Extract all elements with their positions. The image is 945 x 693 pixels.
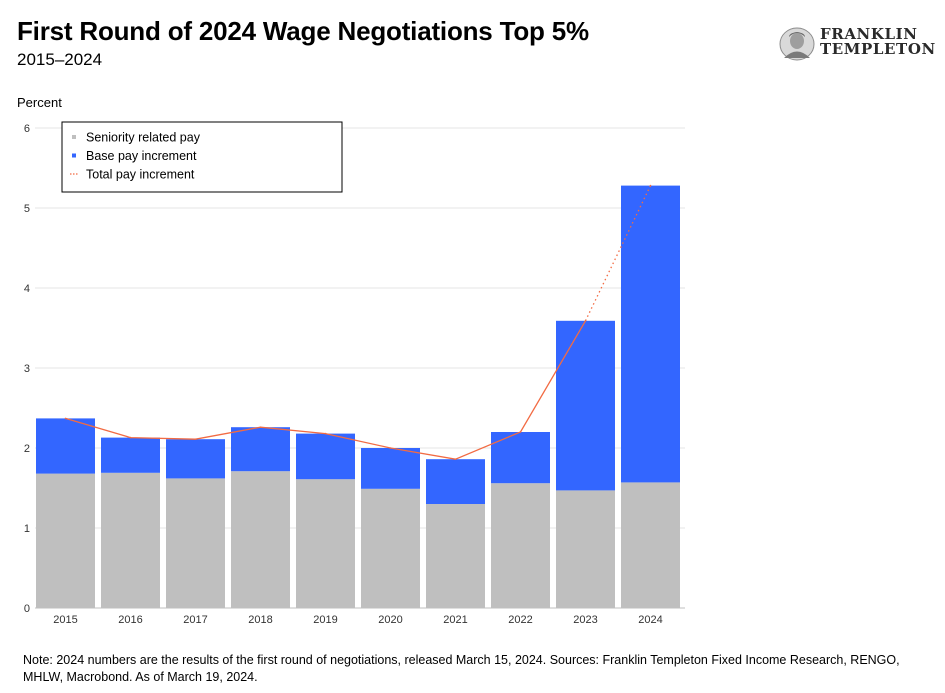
bar-base-pay-2015 xyxy=(36,418,95,474)
bar-seniority-2021 xyxy=(426,504,485,608)
x-tick-label: 2024 xyxy=(638,614,662,626)
total-pay-point-2015 xyxy=(64,417,67,420)
bar-seniority-2023 xyxy=(556,490,615,608)
x-tick-label: 2015 xyxy=(53,614,77,626)
bar-seniority-2024 xyxy=(621,482,680,608)
y-tick-label: 1 xyxy=(24,523,30,535)
legend-seniority-label: Seniority related pay xyxy=(86,131,201,145)
bar-base-pay-2019 xyxy=(296,433,355,480)
x-tick-label: 2016 xyxy=(118,614,142,626)
legend-base-pay-swatch xyxy=(72,153,76,158)
bar-base-pay-2020 xyxy=(361,448,420,489)
total-pay-point-2016 xyxy=(129,436,132,439)
x-tick-label: 2023 xyxy=(573,614,597,626)
y-tick-label: 5 xyxy=(24,203,30,215)
y-tick-label: 0 xyxy=(24,603,30,615)
x-tick-label: 2018 xyxy=(248,614,272,626)
x-tick-label: 2019 xyxy=(313,614,337,626)
total-pay-point-2023 xyxy=(584,320,587,322)
total-pay-point-2017 xyxy=(194,438,197,441)
total-pay-point-2018 xyxy=(259,426,262,429)
total-pay-point-2022 xyxy=(519,431,522,433)
x-tick-label: 2020 xyxy=(378,614,402,626)
total-pay-point-2020 xyxy=(389,447,392,449)
bar-base-pay-2023 xyxy=(556,320,615,491)
total-pay-point-2019 xyxy=(324,432,327,435)
x-tick-label: 2017 xyxy=(183,614,207,626)
y-tick-label: 2 xyxy=(24,443,30,455)
y-tick-label: 6 xyxy=(24,123,30,135)
bar-seniority-2022 xyxy=(491,483,550,608)
bar-seniority-2019 xyxy=(296,479,355,608)
total-pay-point-2021 xyxy=(454,458,457,461)
logo-line-1: FRANKLIN xyxy=(820,25,918,43)
x-tick-label: 2022 xyxy=(508,614,532,626)
y-tick-label: 4 xyxy=(24,283,30,295)
y-axis-label: Percent xyxy=(17,95,62,110)
bar-seniority-2015 xyxy=(36,473,95,608)
bar-base-pay-2018 xyxy=(231,427,290,472)
bar-seniority-2017 xyxy=(166,478,225,608)
bar-seniority-2020 xyxy=(361,488,420,608)
franklin-templeton-logo: FRANKLIN TEMPLETON xyxy=(778,27,935,63)
bar-base-pay-2021 xyxy=(426,459,485,504)
chart-title: First Round of 2024 Wage Negotiations To… xyxy=(17,16,589,46)
y-tick-label: 3 xyxy=(24,363,30,375)
portrait-icon xyxy=(779,27,815,61)
bar-base-pay-2016 xyxy=(101,437,160,473)
bar-seniority-2016 xyxy=(101,472,160,608)
legend-seniority-swatch xyxy=(72,135,76,139)
bar-base-pay-2022 xyxy=(491,432,550,484)
legend-total-pay-label: Total pay increment xyxy=(86,168,195,182)
footnote: Note: 2024 numbers are the results of th… xyxy=(23,653,900,684)
x-tick-label: 2021 xyxy=(443,614,467,626)
total-pay-point-2024 xyxy=(649,184,652,187)
chart-subtitle: 2015–2024 xyxy=(17,50,103,69)
bar-base-pay-2024 xyxy=(621,185,680,483)
legend-box xyxy=(61,121,343,193)
legend-base-pay-label: Base pay increment xyxy=(86,149,197,163)
bar-seniority-2018 xyxy=(231,471,290,608)
logo-line-2: TEMPLETON xyxy=(820,40,936,58)
bar-base-pay-2017 xyxy=(166,439,225,479)
